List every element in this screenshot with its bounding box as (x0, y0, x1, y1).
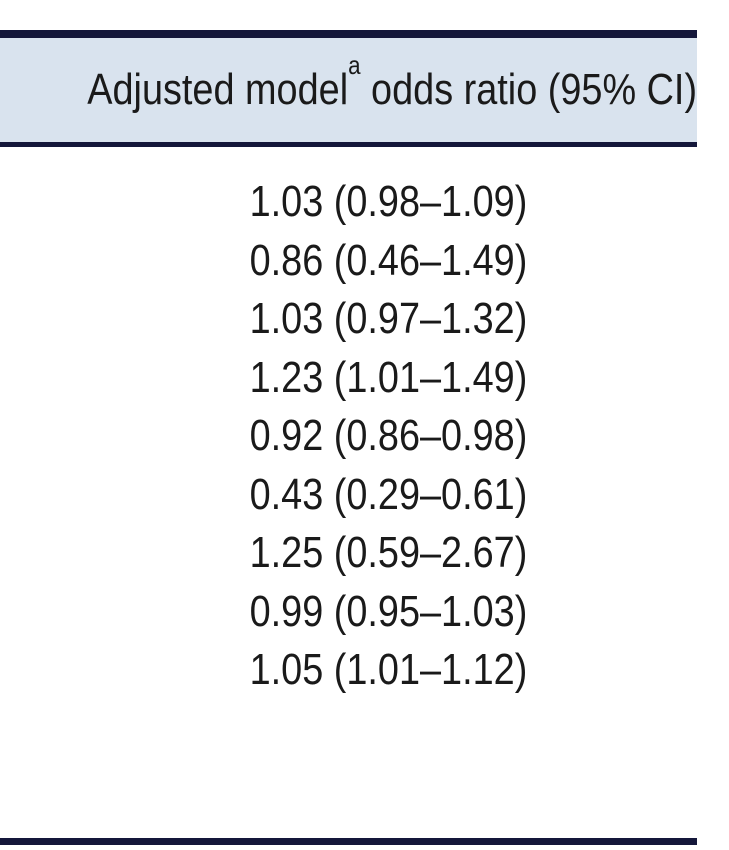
odds-ratio-cell: 0.43 (0.29–0.61) (249, 469, 528, 519)
table-row: 1.03 (0.98–1.09) (0, 173, 697, 232)
odds-ratio-cell: 1.03 (0.97–1.32) (249, 294, 528, 343)
bottom-rule (0, 838, 697, 845)
header-text-rest: odds ratio (95% CI) (360, 65, 697, 114)
odds-ratio-cell: 1.25 (0.59–2.67) (249, 528, 528, 577)
header-rule (0, 142, 697, 147)
column-header: Adjusted modela odds ratio (95% CI) (0, 38, 697, 142)
odds-ratio-column: 1.03 (0.98–1.09) 0.86 (0.46–1.49) 1.03 (… (0, 173, 697, 700)
table-row: 1.23 (1.01–1.49) (0, 349, 697, 408)
table-row: 0.43 (0.29–0.61) (0, 466, 697, 525)
table-row: 0.99 (0.95–1.03) (0, 583, 697, 642)
table-row: 0.86 (0.46–1.49) (0, 232, 697, 291)
odds-ratio-cell: 1.23 (1.01–1.49) (249, 352, 528, 402)
odds-ratio-cell: 0.92 (0.86–0.98) (249, 411, 528, 460)
odds-ratio-cell: 0.86 (0.46–1.49) (249, 235, 528, 285)
column-header-label: Adjusted modela odds ratio (95% CI) (87, 38, 697, 142)
top-rule (0, 30, 697, 38)
odds-ratio-cell: 0.99 (0.95–1.03) (249, 586, 528, 636)
odds-ratio-cell: 1.03 (0.98–1.09) (249, 177, 528, 226)
table-row: 1.05 (1.01–1.12) (0, 641, 697, 700)
header-text-main: Adjusted model (87, 65, 349, 114)
odds-ratio-cell: 1.05 (1.01–1.12) (249, 645, 528, 694)
header-footnote-marker: a (348, 50, 361, 81)
table-row: 1.25 (0.59–2.67) (0, 524, 697, 583)
table-row: 1.03 (0.97–1.32) (0, 290, 697, 349)
table-row: 0.92 (0.86–0.98) (0, 407, 697, 466)
